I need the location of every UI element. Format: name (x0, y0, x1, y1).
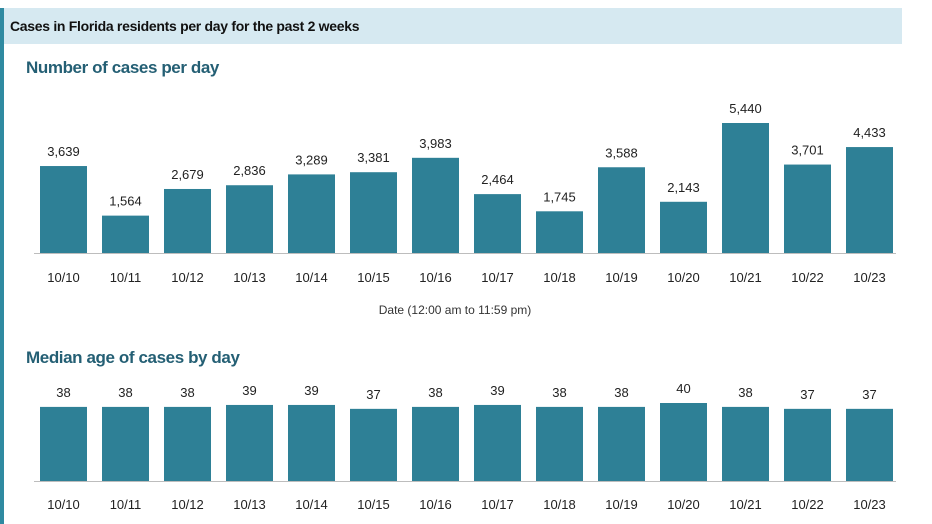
cases-x-tick-label: 10/13 (233, 270, 266, 285)
median-age-x-tick-label: 10/12 (171, 497, 204, 512)
median-age-x-tick-label: 10/13 (233, 497, 266, 512)
median-age-data-label: 38 (180, 385, 194, 400)
cases-x-tick-label: 10/20 (667, 270, 700, 285)
median-age-data-label: 37 (366, 387, 380, 402)
left-accent-rule (0, 8, 4, 524)
cases-data-label: 1,564 (109, 194, 142, 209)
median-age-bar (474, 404, 521, 481)
median-age-x-tick-label: 10/17 (481, 497, 514, 512)
cases-bar (102, 215, 149, 253)
cases-x-tick-label: 10/14 (295, 270, 328, 285)
cases-data-label: 2,464 (481, 172, 514, 187)
cases-data-label: 3,381 (357, 150, 390, 165)
median-age-data-label: 37 (862, 387, 876, 402)
cases-bar (412, 157, 459, 253)
median-age-data-label: 38 (738, 385, 752, 400)
median-age-x-tick-label: 10/11 (110, 497, 142, 512)
cases-bar (784, 164, 831, 253)
median-age-bar (412, 406, 459, 481)
header-title: Cases in Florida residents per day for t… (10, 18, 360, 34)
median-age-data-label: 38 (428, 385, 442, 400)
cases-data-label: 3,639 (47, 144, 80, 159)
cases-bar (164, 188, 211, 253)
median-age-x-tick-label: 10/23 (853, 497, 886, 512)
cases-data-label: 1,745 (543, 189, 576, 204)
cases-bar (474, 194, 521, 253)
median-age-bar (226, 404, 273, 481)
median-age-bar (536, 406, 583, 481)
cases-bar (846, 147, 893, 253)
cases-x-axis-title: Date (12:00 am to 11:59 pm) (379, 303, 532, 317)
median-age-bar (722, 406, 769, 481)
cases-data-label: 4,433 (853, 125, 886, 140)
median-age-bar (598, 406, 645, 481)
cases-x-tick-label: 10/19 (605, 270, 638, 285)
median-age-x-tick-label: 10/15 (357, 497, 390, 512)
header-band: Cases in Florida residents per day for t… (4, 8, 902, 44)
median-age-x-tick-label: 10/18 (543, 497, 576, 512)
median-age-x-tick-label: 10/16 (419, 497, 452, 512)
cases-bar (288, 174, 335, 253)
median-age-chart-title: Median age of cases by day (26, 348, 240, 367)
cases-bar (536, 211, 583, 253)
cases-data-label: 5,440 (729, 101, 762, 116)
cases-bar (722, 123, 769, 253)
cases-chart-title: Number of cases per day (26, 58, 219, 77)
median-age-x-tick-label: 10/10 (47, 497, 80, 512)
cases-x-tick-label: 10/15 (357, 270, 390, 285)
cases-x-tick-label: 10/10 (47, 270, 80, 285)
cases-data-label: 3,701 (791, 143, 824, 158)
median-age-x-tick-label: 10/14 (295, 497, 328, 512)
median-age-bar (350, 408, 397, 481)
median-age-bar (660, 403, 707, 481)
cases-data-label: 2,679 (171, 167, 204, 182)
median-age-x-tick-label: 10/21 (729, 497, 762, 512)
cases-data-label: 2,143 (667, 180, 700, 195)
median-age-data-label: 38 (118, 385, 132, 400)
cases-bar (40, 166, 87, 253)
median-age-data-label: 40 (676, 381, 690, 396)
cases-bar (226, 185, 273, 253)
cases-data-label: 2,836 (233, 163, 266, 178)
median-age-x-tick-label: 10/19 (605, 497, 638, 512)
cases-data-label: 3,289 (295, 152, 328, 167)
cases-data-label: 3,588 (605, 145, 638, 160)
cases-x-tick-label: 10/16 (419, 270, 452, 285)
cases-x-tick-label: 10/21 (729, 270, 762, 285)
cases-x-tick-label: 10/17 (481, 270, 514, 285)
median-age-data-label: 37 (800, 387, 814, 402)
cases-x-tick-label: 10/18 (543, 270, 576, 285)
median-age-data-label: 38 (56, 385, 70, 400)
cases-x-tick-label: 10/23 (853, 270, 886, 285)
median-age-x-tick-label: 10/20 (667, 497, 700, 512)
cases-x-tick-label: 10/11 (110, 270, 142, 285)
median-age-data-label: 38 (552, 385, 566, 400)
median-age-bar (164, 406, 211, 481)
median-age-data-label: 39 (304, 383, 318, 398)
median-age-bar (102, 406, 149, 481)
median-age-bar (288, 404, 335, 481)
cases-data-label: 3,983 (419, 136, 452, 151)
cases-bar (598, 167, 645, 253)
median-age-bar (40, 406, 87, 481)
cases-bar (660, 201, 707, 253)
median-age-bar (784, 408, 831, 481)
cases-bar (350, 172, 397, 253)
median-age-bar (846, 408, 893, 481)
median-age-data-label: 38 (614, 385, 628, 400)
cases-x-tick-label: 10/22 (791, 270, 824, 285)
median-age-data-label: 39 (242, 383, 256, 398)
median-age-x-tick-label: 10/22 (791, 497, 824, 512)
median-age-data-label: 39 (490, 383, 504, 398)
cases-x-tick-label: 10/12 (171, 270, 204, 285)
